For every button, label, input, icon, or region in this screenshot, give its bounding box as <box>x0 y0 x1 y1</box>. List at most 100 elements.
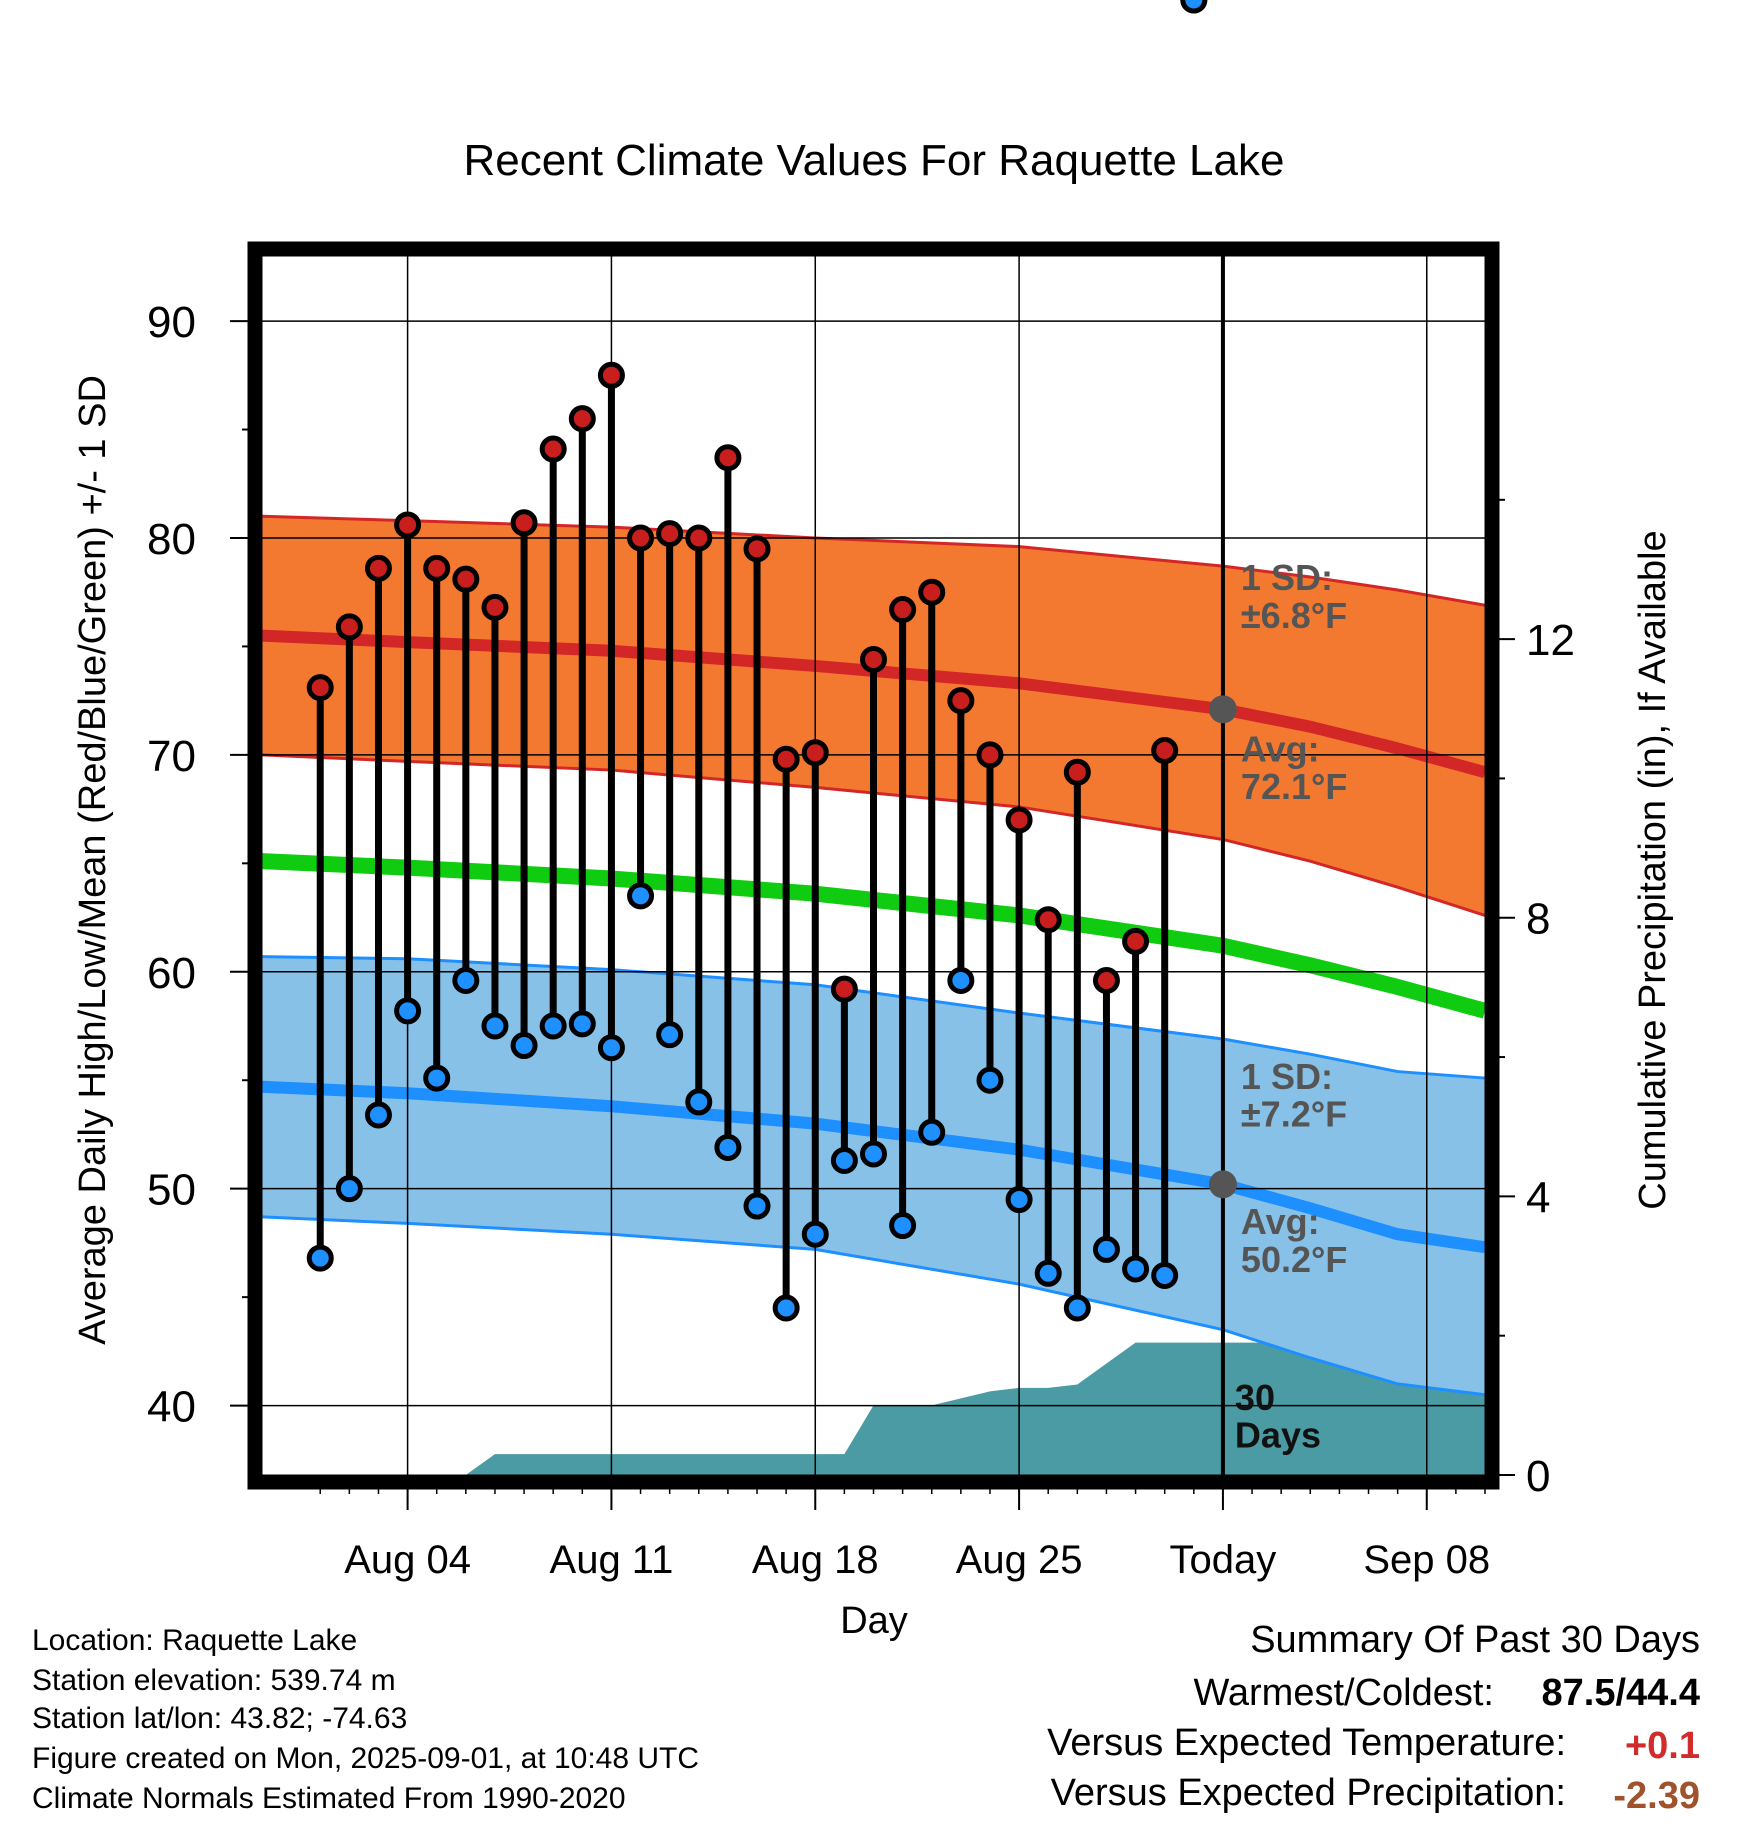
summary-temp-label: Versus Expected Temperature: <box>1047 1722 1566 1764</box>
obs-high-point <box>860 645 887 673</box>
summary-temp-value: +0.1 <box>1625 1725 1700 1767</box>
info-normals: Climate Normals Estimated From 1990-2020 <box>32 1782 626 1815</box>
y-tick-label: 90 <box>147 298 196 347</box>
obs-high-point <box>743 535 771 563</box>
y-tick-label: 50 <box>147 1166 196 1215</box>
high-avg-label: Avg: 72.1°F <box>1241 728 1347 807</box>
axes-layer: 40 50 60 70 80 90 0 4 8 12 Aug 04 Aug 11 Aug 18 Aug 2… <box>147 298 1575 1582</box>
obs-high-point <box>597 361 625 389</box>
obs-low-point <box>423 1064 451 1092</box>
obs-low-point <box>452 966 480 994</box>
x-tick-label: Today <box>1170 1538 1277 1582</box>
obs-low-point <box>1063 1294 1091 1322</box>
x-tick-label: Sep 08 <box>1363 1538 1490 1582</box>
obs-high-point <box>714 444 742 472</box>
y-tick-label: 80 <box>147 515 196 564</box>
low-sd-label: 1 SD: ±7.2°F <box>1241 1056 1347 1135</box>
obs-low-point <box>918 1118 946 1146</box>
obs-high-point <box>510 509 538 537</box>
obs-high-point <box>306 674 334 702</box>
obs-high-point <box>1151 737 1179 765</box>
high-sd-label: 1 SD: ±6.8°F <box>1241 557 1347 636</box>
obs-high-point <box>1063 758 1091 786</box>
obs-low-point <box>801 1220 829 1248</box>
obs-high-point <box>335 613 363 641</box>
normal-labels-layer: 1 SD: ±6.8°F Avg: 72.1°F 1 SD: ±7.2°F Avg: 50.2… <box>1208 557 1347 1456</box>
obs-low-point <box>714 1133 742 1161</box>
x-tick-label: Aug 11 <box>550 1538 674 1582</box>
normal-low-band <box>262 956 1485 1395</box>
obs-low-point <box>364 1101 392 1129</box>
y-tick-label: 40 <box>147 1383 196 1432</box>
obs-high-point <box>452 565 480 593</box>
today-low-avg-marker <box>1208 1170 1237 1199</box>
precip-area <box>320 1342 1486 1475</box>
obs-low-point <box>627 882 655 910</box>
obs-high-point <box>976 741 1004 769</box>
obs-low-point <box>481 1012 509 1040</box>
obs-high-point <box>481 593 509 621</box>
y-tick-label: 60 <box>147 949 196 998</box>
obs-low-point <box>889 1212 917 1240</box>
summary-warmest-coldest-label: Warmest/Coldest: <box>1193 1672 1494 1714</box>
x-axis-label: Day <box>840 1600 908 1642</box>
info-elevation: Station elevation: 539.74 m <box>32 1664 396 1697</box>
obs-high-point <box>656 520 684 548</box>
obs-high-point <box>539 435 567 463</box>
y2-tick-label: 0 <box>1526 1452 1550 1501</box>
obs-low-point <box>1005 1186 1033 1214</box>
obs-high-point <box>947 687 975 715</box>
obs-low-point <box>597 1034 625 1062</box>
obs-low-point <box>1034 1259 1062 1287</box>
y2-tick-label: 4 <box>1526 1173 1550 1222</box>
obs-high-point <box>394 511 422 539</box>
summary-precip-label: Versus Expected Precipitation: <box>1051 1772 1566 1814</box>
info-location: Location: Raquette Lake <box>32 1624 357 1657</box>
obs-low-point <box>539 1012 567 1040</box>
y-tick-label: 70 <box>147 732 196 781</box>
obs-low-point <box>1151 1261 1179 1289</box>
obs-low-point <box>568 1010 596 1038</box>
low-avg-label: Avg: 50.2°F <box>1241 1201 1347 1280</box>
obs-low-point <box>306 1244 334 1272</box>
obs-low-point <box>656 1021 684 1049</box>
obs-low-point <box>1180 0 1208 14</box>
obs-low-point <box>335 1175 363 1203</box>
obs-high-point <box>889 596 917 624</box>
precipitation-layer <box>320 1342 1486 1475</box>
x-tick-label: Aug 04 <box>344 1538 471 1582</box>
y2-tick-label: 8 <box>1526 895 1550 944</box>
observations-layer <box>306 0 1208 1322</box>
obs-low-point <box>1092 1235 1120 1263</box>
obs-low-point <box>772 1294 800 1322</box>
summary-title: Summary Of Past 30 Days <box>1250 1619 1700 1661</box>
obs-high-point <box>685 524 713 552</box>
obs-high-point <box>1122 927 1150 955</box>
obs-high-point <box>830 975 858 1003</box>
x-tick-label: Aug 18 <box>752 1538 879 1582</box>
obs-high-point <box>568 405 596 433</box>
obs-low-point <box>510 1032 538 1060</box>
obs-high-point <box>1034 906 1062 934</box>
obs-low-point <box>743 1192 771 1220</box>
obs-low-point <box>685 1088 713 1116</box>
obs-high-point <box>627 524 655 552</box>
obs-high-point <box>1005 806 1033 834</box>
precip-days-label: 30 Days <box>1235 1377 1321 1456</box>
obs-high-point <box>364 554 392 582</box>
info-created: Figure created on Mon, 2025-09-01, at 10… <box>32 1742 699 1775</box>
obs-low-point <box>947 966 975 994</box>
chart-title: Recent Climate Values For Raquette Lake <box>464 136 1285 185</box>
obs-high-point <box>423 554 451 582</box>
summary-precip-value: -2.39 <box>1613 1775 1700 1817</box>
obs-high-point <box>801 739 829 767</box>
obs-low-point <box>394 997 422 1025</box>
obs-high-point <box>772 745 800 773</box>
today-high-avg-marker <box>1208 695 1237 724</box>
obs-low-point <box>976 1066 1004 1094</box>
obs-low-point <box>860 1140 887 1168</box>
x-tick-label: Aug 25 <box>956 1538 1083 1582</box>
y2-tick-label: 12 <box>1526 616 1575 665</box>
obs-low-point <box>830 1146 858 1174</box>
